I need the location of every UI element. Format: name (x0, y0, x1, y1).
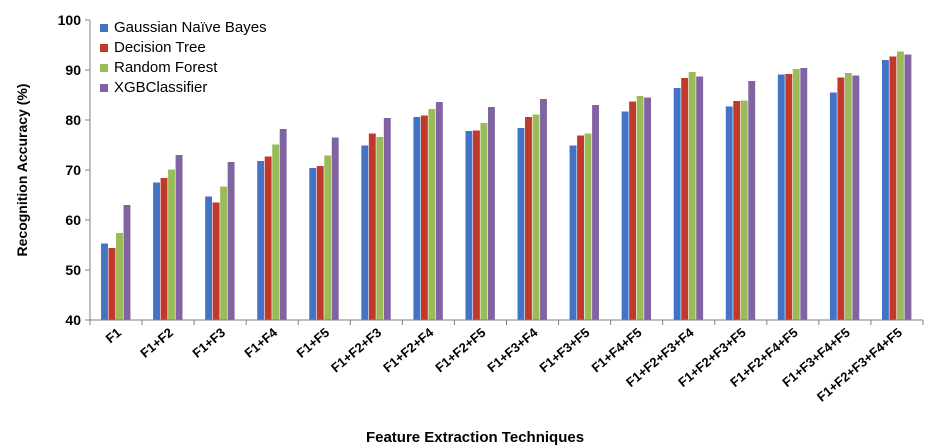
legend: Gaussian Naïve Bayes Decision Tree Random … (100, 19, 267, 96)
bar-random-forest-f1-f2-f4 (428, 109, 436, 320)
legend-label: XGBClassifier (114, 79, 207, 96)
bar-random-forest-f1-f4 (272, 144, 280, 320)
legend-swatch (100, 84, 108, 92)
x-tick-label: F1+F2+F4 (380, 324, 437, 375)
bar-xgbclassifier-f1-f4 (279, 129, 287, 320)
bar-xgbclassifier-f1-f3-f5 (592, 105, 599, 320)
x-tick-label: F1+F3+F4 (484, 324, 541, 375)
bar-gaussian-na-ve-bayes-f1-f5 (309, 168, 317, 320)
x-tick-label: F1+F4 (241, 324, 280, 360)
bar-random-forest-f1-f3-f4 (532, 114, 540, 320)
legend-swatch (100, 64, 108, 72)
y-tick-label: 80 (65, 112, 81, 128)
bar-decision-tree-f1-f2 (160, 178, 168, 320)
x-tick-label: F1+F3 (189, 325, 228, 361)
x-tick-label: F1+F2+F3 (328, 325, 384, 376)
x-tick-label: F1+F2 (137, 325, 176, 361)
x-tick-label: F1 (103, 325, 124, 346)
bar-decision-tree-f1-f4 (264, 156, 272, 320)
bar-xgbclassifier-f1-f4-f5 (644, 97, 652, 320)
bar-xgbclassifier-f1-f3 (227, 162, 235, 320)
bar-xgbclassifier-f1-f2-f3 (383, 118, 391, 320)
bar-decision-tree-f1-f2-f4-f5 (785, 74, 793, 320)
y-tick-labels: 40 50 60 70 80 90 100 (58, 12, 82, 328)
bar-xgbclassifier-f1-f2-f4-f5 (800, 68, 808, 320)
bar-xgbclassifier-f1-f2-f3-f5 (748, 81, 756, 320)
bar-gaussian-na-ve-bayes-f1-f2-f3 (361, 145, 369, 320)
bar-random-forest-f1-f2-f4-f5 (792, 69, 800, 320)
bar-random-forest-f1-f2 (168, 169, 175, 320)
bar-gaussian-na-ve-bayes-f1-f2-f5 (465, 131, 473, 320)
bar-decision-tree-f1-f2-f4 (420, 115, 428, 320)
bar-xgbclassifier-f1-f2-f4 (435, 102, 443, 320)
bar-decision-tree-f1-f2-f3 (368, 133, 376, 320)
bar-xgbclassifier-f1 (123, 205, 131, 320)
bar-xgbclassifier-f1-f2-f5 (487, 107, 495, 320)
x-tick-label: F1+F5 (294, 325, 333, 361)
bar-decision-tree-f1-f2-f5 (472, 130, 480, 320)
legend-swatch (100, 44, 108, 52)
legend-label: Decision Tree (114, 39, 206, 56)
bar-random-forest-f1-f3-f5 (584, 133, 592, 320)
bar-decision-tree-f1-f2-f3-f5 (733, 101, 741, 320)
legend-label: Gaussian Naïve Bayes (114, 19, 267, 36)
bar-gaussian-na-ve-bayes-f1-f4 (257, 161, 265, 320)
bar-random-forest-f1-f2-f3-f4-f5 (896, 51, 904, 320)
legend-swatch (100, 24, 108, 32)
legend-label: Random Forest (114, 59, 218, 76)
bar-xgbclassifier-f1-f2 (175, 155, 183, 320)
y-tick-label: 50 (65, 262, 81, 278)
bar-decision-tree-f1-f5 (316, 166, 324, 320)
bar-decision-tree-f1-f2-f3-f4 (681, 78, 689, 320)
bar-random-forest-f1 (116, 233, 123, 320)
y-tick-label: 100 (58, 12, 82, 28)
bar-gaussian-na-ve-bayes-f1 (101, 243, 108, 320)
bar-xgbclassifier-f1-f3-f4-f5 (852, 75, 860, 320)
bar-random-forest-f1-f2-f5 (480, 123, 488, 320)
bar-random-forest-f1-f5 (324, 155, 332, 320)
bar-xgbclassifier-f1-f2-f3-f4 (696, 76, 704, 320)
x-tick-label: F1+F2+F5 (432, 325, 488, 376)
y-tick-label: 90 (65, 62, 81, 78)
x-tick-labels: F1 F1+F2 F1+F3 F1+F4 F1+F5F1+F2+F3F1+F2+F4F1… (103, 324, 905, 404)
bar-decision-tree-f1-f3-f4-f5 (837, 77, 845, 320)
axes-layer (85, 19, 924, 325)
y-tick-label: 70 (65, 162, 81, 178)
bar-gaussian-na-ve-bayes-f1-f3-f5 (569, 145, 577, 320)
bar-decision-tree-f1-f3 (212, 202, 220, 320)
bar-xgbclassifier-f1-f2-f3-f4-f5 (904, 54, 912, 320)
bars-layer (101, 51, 912, 320)
bar-random-forest-f1-f4-f5 (636, 96, 644, 320)
bar-decision-tree-f1-f4-f5 (629, 101, 637, 320)
bar-gaussian-na-ve-bayes-f1-f2-f3-f4-f5 (881, 60, 889, 320)
bar-random-forest-f1-f3-f4-f5 (844, 73, 852, 320)
bar-random-forest-f1-f2-f3-f4 (688, 72, 696, 320)
bar-gaussian-na-ve-bayes-f1-f3-f4 (517, 128, 525, 320)
bar-gaussian-na-ve-bayes-f1-f2 (153, 182, 160, 320)
bar-gaussian-na-ve-bayes-f1-f2-f4 (413, 117, 421, 320)
bar-decision-tree-f1 (108, 248, 116, 320)
bar-gaussian-na-ve-bayes-f1-f2-f4-f5 (777, 74, 785, 320)
bar-gaussian-na-ve-bayes-f1-f3 (205, 196, 213, 320)
bar-random-forest-f1-f2-f3-f5 (740, 100, 748, 320)
y-tick-label: 60 (65, 212, 81, 228)
x-tick-label: F1+F3+F5 (536, 325, 592, 376)
bar-decision-tree-f1-f3-f5 (577, 135, 584, 320)
bar-xgbclassifier-f1-f3-f4 (540, 99, 547, 320)
y-tick-label: 40 (65, 312, 81, 328)
bar-gaussian-na-ve-bayes-f1-f3-f4-f5 (829, 92, 837, 320)
bar-gaussian-na-ve-bayes-f1-f2-f3-f4 (673, 88, 681, 320)
bar-random-forest-f1-f2-f3 (376, 137, 384, 320)
bar-xgbclassifier-f1-f5 (331, 137, 339, 320)
bar-random-forest-f1-f3 (220, 186, 228, 320)
bar-gaussian-na-ve-bayes-f1-f2-f3-f5 (725, 106, 733, 320)
bar-decision-tree-f1-f3-f4 (525, 117, 532, 320)
bar-decision-tree-f1-f2-f3-f4-f5 (889, 56, 897, 320)
bar-gaussian-na-ve-bayes-f1-f4-f5 (621, 111, 629, 320)
x-axis-title: Feature Extraction Techniques (366, 429, 584, 446)
y-axis-title: Recognition Accuracy (%) (14, 84, 30, 257)
